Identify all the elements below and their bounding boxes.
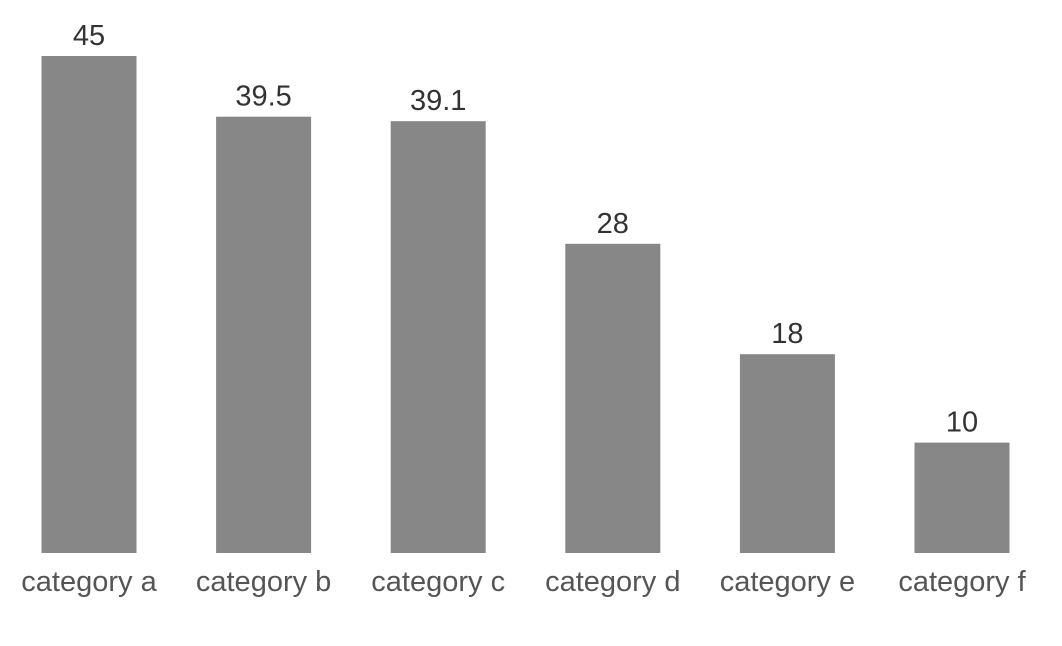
bar-category-d: [565, 243, 661, 554]
bar-category-f: [914, 442, 1010, 553]
bar-category-b: [216, 116, 312, 553]
category-label: category a: [21, 566, 157, 598]
category-label: category f: [898, 566, 1026, 598]
category-label: category c: [371, 566, 505, 598]
bar-value-label: 45: [73, 20, 105, 52]
bars-layer: [41, 56, 1010, 554]
bar-value-label: 18: [771, 318, 803, 350]
value-labels-layer: 45 39.5 39.1 28 18 10: [73, 20, 978, 439]
bar-value-label: 10: [946, 407, 978, 439]
bar-category-e: [739, 354, 835, 553]
bar-value-label: 39.1: [410, 85, 466, 117]
category-label: category d: [545, 566, 680, 598]
bar-value-label: 28: [597, 208, 629, 240]
bar-category-a: [41, 56, 137, 553]
category-labels-layer: category a category b category c category d…: [21, 566, 1026, 598]
bar-category-c: [390, 121, 486, 553]
category-label: category b: [196, 566, 331, 598]
bar-value-label: 39.5: [235, 81, 291, 113]
category-label: category e: [720, 566, 855, 598]
